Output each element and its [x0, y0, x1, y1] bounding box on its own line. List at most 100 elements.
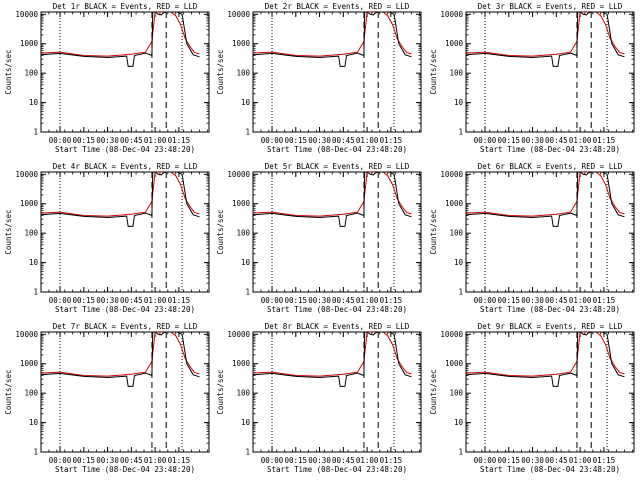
x-axis-label: Start Time (08-Dec-04 23:48:20): [267, 145, 407, 154]
x-tick-label: 01:00: [569, 296, 592, 305]
x-tick-label: 00:30: [521, 296, 544, 305]
plot-frame: [40, 331, 210, 453]
chart-title: Det 7r BLACK = Events, RED = LLD: [53, 322, 198, 331]
y-tick-label: 10000: [227, 10, 250, 19]
x-tick-label: 00:15: [285, 456, 308, 465]
series-line-lld: [41, 172, 200, 217]
x-tick-label: 00:45: [332, 136, 355, 145]
y-tick-label: 1: [245, 288, 250, 297]
x-tick-label: 00:15: [498, 296, 521, 305]
x-tick-label: 00:45: [545, 136, 568, 145]
x-tick-label: 00:30: [96, 456, 119, 465]
y-axis-label: Counts/sec: [4, 209, 13, 254]
y-tick-label: 10000: [440, 10, 463, 19]
y-tick-label: 1000: [20, 39, 39, 48]
x-tick-label: 01:15: [593, 136, 616, 145]
x-axis-label: Start Time (08-Dec-04 23:48:20): [267, 465, 407, 474]
y-tick-label: 1: [33, 288, 38, 297]
y-tick-label: 10: [241, 98, 251, 107]
plot-frame: [465, 11, 635, 133]
y-tick-label: 10: [29, 98, 39, 107]
series-line-lld: [466, 12, 625, 57]
chart-title: Det 1r BLACK = Events, RED = LLD: [53, 2, 198, 11]
x-tick-label: 00:30: [308, 296, 331, 305]
y-tick-label: 10: [454, 98, 464, 107]
x-tick-label: 00:00: [261, 296, 284, 305]
x-tick-label: 00:45: [120, 456, 143, 465]
y-tick-label: 10000: [15, 10, 38, 19]
y-tick-label: 10: [454, 418, 464, 427]
x-tick-label: 00:00: [261, 136, 284, 145]
x-axis-label: Start Time (08-Dec-04 23:48:20): [480, 465, 620, 474]
y-tick-label: 10000: [15, 330, 38, 339]
x-tick-label: 00:15: [498, 456, 521, 465]
chart-title: Det 8r BLACK = Events, RED = LLD: [265, 322, 410, 331]
x-tick-label: 01:15: [168, 456, 191, 465]
plot-frame: [465, 331, 635, 453]
y-tick-label: 1: [245, 448, 250, 457]
y-tick-label: 100: [24, 389, 38, 398]
x-tick-label: 00:15: [498, 136, 521, 145]
x-tick-label: 00:30: [521, 136, 544, 145]
x-tick-label: 01:00: [144, 296, 167, 305]
x-tick-label: 00:30: [308, 136, 331, 145]
y-tick-label: 1000: [445, 39, 464, 48]
x-tick-label: 01:15: [593, 456, 616, 465]
chart-title: Det 2r BLACK = Events, RED = LLD: [265, 2, 410, 11]
x-tick-label: 00:45: [332, 456, 355, 465]
x-tick-label: 01:00: [569, 136, 592, 145]
chart-panel: 1 10 100 1000 10000 00:00 00:15 00:30 00:45 01:00…: [429, 162, 635, 314]
y-tick-label: 10: [241, 258, 251, 267]
y-axis-label: Counts/sec: [216, 369, 225, 414]
series-line-events: [253, 12, 412, 67]
x-tick-label: 01:15: [593, 296, 616, 305]
y-axis-label: Counts/sec: [216, 209, 225, 254]
x-tick-label: 00:00: [49, 456, 72, 465]
y-tick-label: 1000: [232, 199, 251, 208]
y-tick-label: 1000: [20, 199, 39, 208]
chart-panel: 1 10 100 1000 10000 00:00 00:15 00:30 00:45 01:00…: [429, 322, 635, 474]
y-tick-label: 10000: [440, 330, 463, 339]
chart-title: Det 3r BLACK = Events, RED = LLD: [478, 2, 623, 11]
y-tick-label: 100: [236, 69, 250, 78]
x-tick-label: 00:45: [332, 296, 355, 305]
y-tick-label: 100: [236, 229, 250, 238]
x-tick-label: 00:45: [545, 456, 568, 465]
series-line-lld: [41, 12, 200, 57]
y-tick-label: 10000: [227, 330, 250, 339]
y-tick-label: 100: [24, 69, 38, 78]
series-line-events: [253, 172, 412, 227]
x-tick-label: 01:00: [144, 456, 167, 465]
x-tick-label: 00:45: [120, 296, 143, 305]
series-line-events: [466, 332, 625, 387]
x-axis-label: Start Time (08-Dec-04 23:48:20): [55, 465, 195, 474]
plot-frame: [40, 171, 210, 293]
y-tick-label: 100: [449, 389, 463, 398]
x-tick-label: 00:00: [474, 456, 497, 465]
y-tick-label: 1: [33, 448, 38, 457]
y-tick-label: 10: [454, 258, 464, 267]
y-axis-label: Counts/sec: [4, 369, 13, 414]
x-axis-label: Start Time (08-Dec-04 23:48:20): [267, 305, 407, 314]
x-tick-label: 01:00: [356, 456, 379, 465]
y-axis-label: Counts/sec: [4, 49, 13, 94]
y-tick-label: 10000: [440, 170, 463, 179]
x-tick-label: 00:15: [285, 136, 308, 145]
y-tick-label: 1: [458, 128, 463, 137]
x-tick-label: 01:15: [168, 136, 191, 145]
series-line-events: [41, 172, 200, 227]
y-axis-label: Counts/sec: [429, 369, 438, 414]
series-line-lld: [466, 172, 625, 217]
y-tick-label: 10: [29, 258, 39, 267]
series-line-lld: [41, 332, 200, 377]
series-line-events: [466, 12, 625, 67]
y-tick-label: 10000: [227, 170, 250, 179]
x-tick-label: 00:15: [285, 296, 308, 305]
x-tick-label: 00:45: [545, 296, 568, 305]
y-tick-label: 10: [241, 418, 251, 427]
series-line-events: [41, 332, 200, 387]
series-line-lld: [466, 332, 625, 377]
plot-frame: [465, 171, 635, 293]
